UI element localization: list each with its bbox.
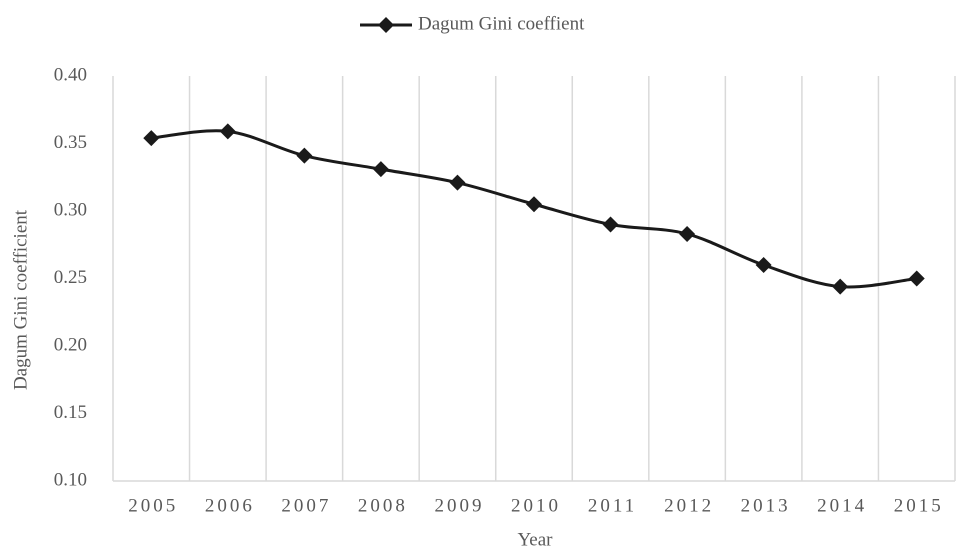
point [143, 130, 160, 147]
point [219, 123, 236, 140]
y-tick-label: 0.25 [54, 267, 87, 288]
x-axis-title: Year [517, 529, 553, 549]
x-tick-label: 2010 [511, 495, 561, 516]
x-tick-label: 2011 [588, 495, 637, 516]
x-tick-label: 2005 [128, 495, 178, 516]
x-tick-label: 2015 [894, 495, 944, 516]
y-axis-title: Dagum Gini coefficient [10, 209, 31, 390]
y-tick-label: 0.40 [54, 64, 87, 85]
point [755, 257, 772, 273]
x-tick-label: 2006 [205, 495, 255, 516]
point [679, 225, 696, 242]
y-tick-label: 0.30 [54, 199, 87, 220]
y-tick-label: 0.20 [54, 334, 87, 355]
y-tick-label: 0.15 [54, 402, 87, 423]
point [832, 278, 849, 295]
x-tick-label: 2008 [358, 495, 408, 516]
x-tick-label: 2014 [817, 495, 867, 516]
x-tick-label: 2013 [741, 495, 791, 516]
x-tick-label: 2012 [664, 495, 714, 516]
point [372, 161, 389, 178]
legend-label: Dagum Gini coeffient [418, 13, 585, 34]
y-tick-label: 0.35 [54, 132, 87, 153]
point [908, 270, 925, 287]
x-tick-label: 2009 [434, 495, 484, 516]
point [526, 196, 542, 213]
point [296, 147, 313, 164]
x-tick-label: 2007 [281, 495, 331, 516]
legend-marker [378, 17, 394, 33]
y-tick-label: 0.10 [54, 469, 87, 490]
point [602, 216, 619, 233]
point [449, 174, 466, 191]
